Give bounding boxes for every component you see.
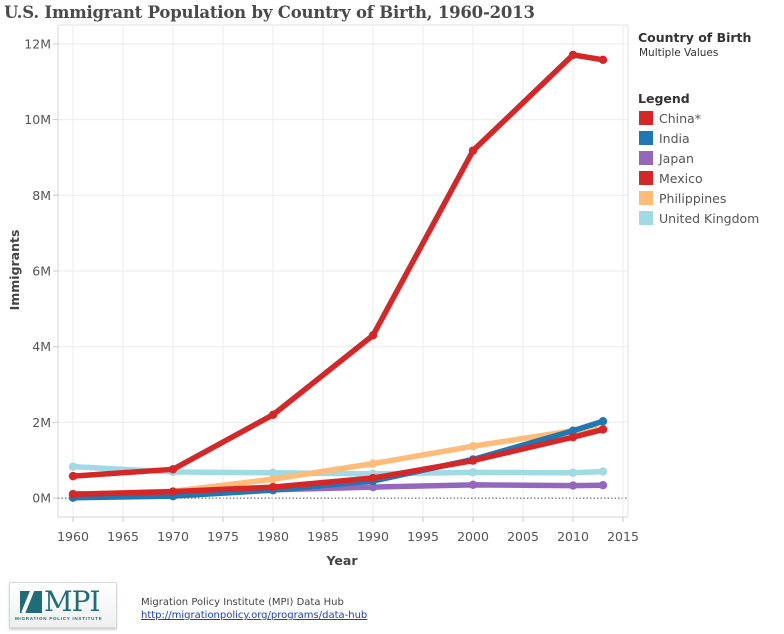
- x-tick-label: 1990: [357, 529, 389, 544]
- data-point-mexico: [168, 465, 178, 474]
- data-point-china: [168, 487, 178, 496]
- data-point-china: [368, 473, 378, 483]
- series-china: [68, 425, 608, 499]
- x-tick-label: 1980: [257, 529, 289, 544]
- x-tick-label: 1995: [407, 529, 439, 544]
- source-link[interactable]: http://migrationpolicy.org/programs/data…: [141, 610, 368, 621]
- filter-heading: Country of Birth: [638, 30, 752, 45]
- data-point-japan: [468, 480, 478, 490]
- data-point-mexico: [568, 50, 578, 60]
- legend-label: India: [659, 130, 690, 146]
- legend-swatch: [639, 171, 653, 185]
- y-tick-label: 0M: [32, 491, 51, 506]
- data-point-united-kingdom: [468, 468, 478, 477]
- legend-item-japan[interactable]: Japan: [638, 148, 784, 168]
- data-point-united-kingdom: [598, 467, 608, 476]
- x-tick-label: 1985: [307, 529, 339, 544]
- legend-swatch: [639, 131, 653, 145]
- data-point-china: [468, 456, 478, 465]
- data-point-japan: [598, 481, 608, 490]
- legend-item-india[interactable]: India: [638, 128, 784, 148]
- legend-swatch: [639, 191, 653, 205]
- y-tick-label: 12M: [24, 36, 51, 51]
- data-point-mexico: [368, 331, 378, 340]
- legend-swatch: [639, 111, 653, 125]
- legend-heading: Legend: [638, 91, 690, 106]
- data-point-japan: [568, 481, 578, 490]
- y-tick-label: 2M: [32, 415, 51, 430]
- y-tick-label: 6M: [32, 264, 51, 279]
- data-point-philippines: [268, 474, 278, 484]
- mpi-logo[interactable]: MPI MIGRATION POLICY INSTITUTE: [9, 582, 117, 628]
- side-panel: Country of Birth Multiple Values Legend …: [638, 30, 784, 228]
- gridlines: [58, 25, 628, 517]
- x-tick-label: 1965: [107, 529, 139, 544]
- logo-text: MPI: [44, 585, 101, 618]
- y-tick-label: 10M: [24, 112, 51, 127]
- y-tick-label: 8M: [32, 188, 51, 203]
- legend-swatch: [639, 151, 653, 165]
- data-point-japan: [368, 482, 378, 492]
- series-lines: [68, 50, 608, 502]
- data-point-mexico: [68, 471, 78, 481]
- x-tick-label: 1970: [157, 529, 189, 544]
- x-axis-title: Year: [326, 553, 359, 568]
- legend-item-china[interactable]: China*: [638, 108, 784, 128]
- x-tick-label: 2000: [457, 529, 489, 544]
- data-point-mexico: [468, 146, 478, 155]
- x-tick-label: 2015: [607, 529, 639, 544]
- legend-item-mexico[interactable]: Mexico: [638, 168, 784, 188]
- legend-label: United Kingdom: [659, 210, 760, 226]
- data-point-china: [68, 490, 78, 499]
- data-point-philippines: [368, 459, 378, 468]
- data-point-china: [568, 432, 578, 442]
- logo-mark-icon: [20, 591, 42, 613]
- source-credit: Migration Policy Institute (MPI) Data Hu…: [141, 596, 367, 622]
- data-point-united-kingdom: [68, 462, 78, 471]
- y-tick-label: 4M: [32, 339, 51, 354]
- legend-label: Japan: [659, 150, 694, 166]
- data-point-india: [568, 426, 578, 435]
- legend-label: China*: [659, 110, 701, 126]
- logo-subtext: MIGRATION POLICY INSTITUTE: [15, 616, 103, 621]
- data-point-mexico: [268, 410, 278, 420]
- data-point-china: [598, 425, 608, 434]
- x-tick-label: 2010: [557, 529, 589, 544]
- legend-label: Philippines: [659, 190, 727, 206]
- data-point-philippines: [468, 442, 478, 451]
- source-name: Migration Policy Institute (MPI) Data Hu…: [141, 597, 344, 608]
- axes: 0M 2M 4M 6M 8M 10M 12M 1960 1965 1970 1975 1980 1985…: [24, 24, 639, 544]
- legend-item-philippines[interactable]: Philippines: [638, 188, 784, 208]
- x-tick-label: 1975: [207, 529, 239, 544]
- x-tick-label: 1960: [57, 529, 89, 544]
- series-mexico: [68, 50, 608, 481]
- x-tick-label: 2005: [507, 529, 539, 544]
- legend: China* India Japan Mexico Philippines Un…: [638, 108, 784, 228]
- legend-label: Mexico: [659, 170, 703, 186]
- data-point-united-kingdom: [268, 468, 278, 477]
- data-point-india: [598, 417, 608, 426]
- data-point-china: [268, 482, 278, 492]
- data-point-united-kingdom: [568, 468, 578, 477]
- filter-value[interactable]: Multiple Values: [639, 47, 719, 59]
- data-point-mexico: [598, 55, 608, 65]
- legend-swatch: [639, 211, 653, 225]
- legend-item-united-kingdom[interactable]: United Kingdom: [638, 208, 784, 228]
- y-axis-title: Immigrants: [7, 230, 22, 311]
- chart-title: U.S. Immigrant Population by Country of …: [4, 3, 535, 22]
